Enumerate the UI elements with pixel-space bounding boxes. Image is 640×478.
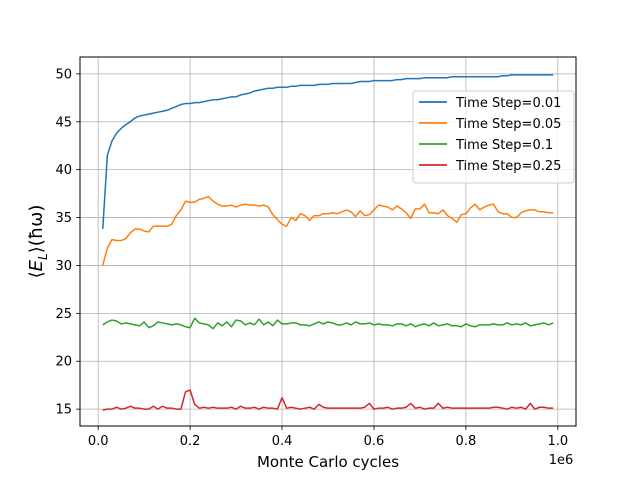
legend-label-2: Time Step=0.05 <box>455 117 561 132</box>
x-tick-label: 0.4 <box>272 434 293 449</box>
y-tick-label: 35 <box>55 211 72 226</box>
series-line-1 <box>102 74 554 230</box>
series-line-3 <box>102 317 554 330</box>
x-tick-label: 0.2 <box>180 434 201 449</box>
y-title-subscript: L <box>36 253 50 260</box>
y-tick-label: 50 <box>55 67 72 82</box>
plot-lines <box>102 74 554 411</box>
plot-frame <box>79 56 577 427</box>
legend-label-1: Time Step=0.01 <box>455 96 561 111</box>
x-axis-title: Monte Carlo cycles <box>257 453 399 471</box>
legend-box <box>412 90 575 184</box>
svg-text:⟨EL⟩(ħω): ⟨EL⟩(ħω) <box>26 205 50 279</box>
x-tick-label: 0.8 <box>456 434 477 449</box>
x-tick-label: 1.0 <box>547 434 568 449</box>
y-title-close: ⟩(ħω) <box>26 205 47 254</box>
y-axis-title: ⟨EL⟩(ħω) <box>26 205 50 279</box>
series-line-4 <box>102 389 554 411</box>
y-tick-label: 15 <box>55 403 72 418</box>
legend-label-4: Time Step=0.25 <box>455 159 561 174</box>
y-tick-label: 25 <box>55 307 72 322</box>
y-tick-label: 45 <box>55 115 72 130</box>
y-title-symbol: E <box>26 259 47 271</box>
x-tick-label: 0.0 <box>88 434 109 449</box>
x-tick-label: 0.6 <box>364 434 385 449</box>
x-offset-label: 1e6 <box>549 453 574 468</box>
axis-ticks: 0.0 0.2 0.4 0.6 0.8 1.0 15 20 25 30 35 40 45 50 <box>55 67 568 449</box>
series-line-2 <box>102 195 554 266</box>
legend: Time Step=0.01 Time Step=0.05 Time Step=0.… <box>412 90 575 184</box>
y-tick-label: 30 <box>55 259 72 274</box>
y-title-open: ⟨ <box>26 271 47 278</box>
y-tick-label: 40 <box>55 163 72 178</box>
legend-label-3: Time Step=0.1 <box>455 138 553 153</box>
y-tick-label: 20 <box>55 355 72 370</box>
